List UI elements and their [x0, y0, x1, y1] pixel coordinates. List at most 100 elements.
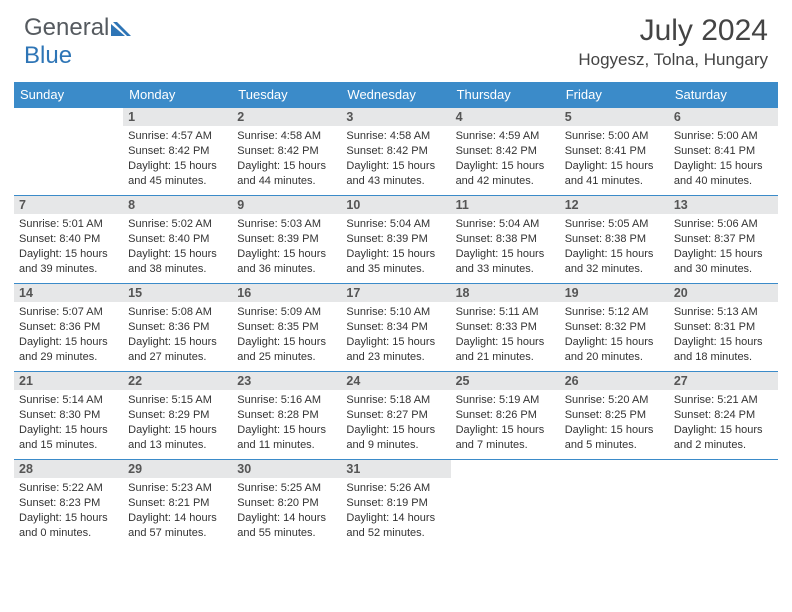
day-body: Sunrise: 5:10 AMSunset: 8:34 PMDaylight:…: [341, 302, 450, 369]
sunset-text: Sunset: 8:41 PM: [565, 144, 664, 159]
day-body: Sunrise: 5:04 AMSunset: 8:39 PMDaylight:…: [341, 214, 450, 281]
day-body: Sunrise: 5:16 AMSunset: 8:28 PMDaylight:…: [232, 390, 341, 457]
calendar-cell: [451, 460, 560, 548]
month-title: July 2024: [578, 14, 768, 48]
daylight-text: Daylight: 15 hours and 44 minutes.: [237, 159, 336, 189]
calendar-table: Sunday Monday Tuesday Wednesday Thursday…: [14, 82, 778, 548]
sunrise-text: Sunrise: 5:21 AM: [674, 393, 773, 408]
day-number: 7: [14, 196, 123, 214]
calendar-cell: 2Sunrise: 4:58 AMSunset: 8:42 PMDaylight…: [232, 108, 341, 196]
day-number: 5: [560, 108, 669, 126]
daylight-text: Daylight: 14 hours and 52 minutes.: [346, 511, 445, 541]
daylight-text: Daylight: 15 hours and 33 minutes.: [456, 247, 555, 277]
sunset-text: Sunset: 8:41 PM: [674, 144, 773, 159]
day-body: Sunrise: 5:19 AMSunset: 8:26 PMDaylight:…: [451, 390, 560, 457]
sunset-text: Sunset: 8:19 PM: [346, 496, 445, 511]
calendar-cell: 19Sunrise: 5:12 AMSunset: 8:32 PMDayligh…: [560, 284, 669, 372]
day-number: 17: [341, 284, 450, 302]
day-body: Sunrise: 5:23 AMSunset: 8:21 PMDaylight:…: [123, 478, 232, 545]
day-body: Sunrise: 5:00 AMSunset: 8:41 PMDaylight:…: [560, 126, 669, 193]
day-number: 26: [560, 372, 669, 390]
sunset-text: Sunset: 8:38 PM: [565, 232, 664, 247]
day-number: 13: [669, 196, 778, 214]
day-body: Sunrise: 5:07 AMSunset: 8:36 PMDaylight:…: [14, 302, 123, 369]
daylight-text: Daylight: 14 hours and 55 minutes.: [237, 511, 336, 541]
daylight-text: Daylight: 15 hours and 43 minutes.: [346, 159, 445, 189]
calendar-cell: 18Sunrise: 5:11 AMSunset: 8:33 PMDayligh…: [451, 284, 560, 372]
sunrise-text: Sunrise: 4:58 AM: [237, 129, 336, 144]
sunset-text: Sunset: 8:38 PM: [456, 232, 555, 247]
sunset-text: Sunset: 8:29 PM: [128, 408, 227, 423]
sunrise-text: Sunrise: 5:09 AM: [237, 305, 336, 320]
sunrise-text: Sunrise: 5:08 AM: [128, 305, 227, 320]
calendar-cell: 11Sunrise: 5:04 AMSunset: 8:38 PMDayligh…: [451, 196, 560, 284]
daylight-text: Daylight: 15 hours and 38 minutes.: [128, 247, 227, 277]
day-number: 6: [669, 108, 778, 126]
day-number: 20: [669, 284, 778, 302]
logo-text-blue: Blue: [24, 42, 72, 69]
calendar-cell: 31Sunrise: 5:26 AMSunset: 8:19 PMDayligh…: [341, 460, 450, 548]
calendar-cell: 22Sunrise: 5:15 AMSunset: 8:29 PMDayligh…: [123, 372, 232, 460]
weekday-header: Friday: [560, 82, 669, 108]
day-body: Sunrise: 5:06 AMSunset: 8:37 PMDaylight:…: [669, 214, 778, 281]
day-body: [14, 112, 123, 120]
daylight-text: Daylight: 15 hours and 27 minutes.: [128, 335, 227, 365]
sunrise-text: Sunrise: 5:13 AM: [674, 305, 773, 320]
sunset-text: Sunset: 8:34 PM: [346, 320, 445, 335]
day-body: Sunrise: 5:08 AMSunset: 8:36 PMDaylight:…: [123, 302, 232, 369]
sunset-text: Sunset: 8:26 PM: [456, 408, 555, 423]
day-number: 15: [123, 284, 232, 302]
calendar-cell: 28Sunrise: 5:22 AMSunset: 8:23 PMDayligh…: [14, 460, 123, 548]
sunset-text: Sunset: 8:27 PM: [346, 408, 445, 423]
day-body: Sunrise: 5:00 AMSunset: 8:41 PMDaylight:…: [669, 126, 778, 193]
day-body: Sunrise: 5:21 AMSunset: 8:24 PMDaylight:…: [669, 390, 778, 457]
calendar-cell: 5Sunrise: 5:00 AMSunset: 8:41 PMDaylight…: [560, 108, 669, 196]
day-body: Sunrise: 4:58 AMSunset: 8:42 PMDaylight:…: [341, 126, 450, 193]
daylight-text: Daylight: 15 hours and 20 minutes.: [565, 335, 664, 365]
daylight-text: Daylight: 15 hours and 21 minutes.: [456, 335, 555, 365]
sunrise-text: Sunrise: 5:16 AM: [237, 393, 336, 408]
sunrise-text: Sunrise: 5:10 AM: [346, 305, 445, 320]
day-body: Sunrise: 5:25 AMSunset: 8:20 PMDaylight:…: [232, 478, 341, 545]
calendar-cell: 21Sunrise: 5:14 AMSunset: 8:30 PMDayligh…: [14, 372, 123, 460]
calendar-cell: 30Sunrise: 5:25 AMSunset: 8:20 PMDayligh…: [232, 460, 341, 548]
day-number: 28: [14, 460, 123, 478]
logo: General: [24, 14, 133, 42]
calendar-row: 1Sunrise: 4:57 AMSunset: 8:42 PMDaylight…: [14, 108, 778, 196]
sunrise-text: Sunrise: 5:00 AM: [565, 129, 664, 144]
sunrise-text: Sunrise: 5:26 AM: [346, 481, 445, 496]
daylight-text: Daylight: 15 hours and 11 minutes.: [237, 423, 336, 453]
daylight-text: Daylight: 15 hours and 9 minutes.: [346, 423, 445, 453]
day-number: 11: [451, 196, 560, 214]
day-body: Sunrise: 5:03 AMSunset: 8:39 PMDaylight:…: [232, 214, 341, 281]
day-body: Sunrise: 4:59 AMSunset: 8:42 PMDaylight:…: [451, 126, 560, 193]
day-body: [451, 464, 560, 472]
sunset-text: Sunset: 8:25 PM: [565, 408, 664, 423]
daylight-text: Daylight: 15 hours and 42 minutes.: [456, 159, 555, 189]
day-body: Sunrise: 5:22 AMSunset: 8:23 PMDaylight:…: [14, 478, 123, 545]
daylight-text: Daylight: 15 hours and 36 minutes.: [237, 247, 336, 277]
sunset-text: Sunset: 8:36 PM: [128, 320, 227, 335]
day-number: 22: [123, 372, 232, 390]
sunset-text: Sunset: 8:30 PM: [19, 408, 118, 423]
sunrise-text: Sunrise: 5:11 AM: [456, 305, 555, 320]
sunset-text: Sunset: 8:20 PM: [237, 496, 336, 511]
sunrise-text: Sunrise: 5:15 AM: [128, 393, 227, 408]
day-body: Sunrise: 5:02 AMSunset: 8:40 PMDaylight:…: [123, 214, 232, 281]
sunrise-text: Sunrise: 5:22 AM: [19, 481, 118, 496]
day-body: Sunrise: 5:05 AMSunset: 8:38 PMDaylight:…: [560, 214, 669, 281]
sunrise-text: Sunrise: 4:57 AM: [128, 129, 227, 144]
day-body: Sunrise: 5:11 AMSunset: 8:33 PMDaylight:…: [451, 302, 560, 369]
calendar-cell: 16Sunrise: 5:09 AMSunset: 8:35 PMDayligh…: [232, 284, 341, 372]
calendar-cell: 17Sunrise: 5:10 AMSunset: 8:34 PMDayligh…: [341, 284, 450, 372]
weekday-header: Saturday: [669, 82, 778, 108]
calendar-cell: 7Sunrise: 5:01 AMSunset: 8:40 PMDaylight…: [14, 196, 123, 284]
day-body: Sunrise: 5:18 AMSunset: 8:27 PMDaylight:…: [341, 390, 450, 457]
logo-text-general: General: [24, 14, 109, 42]
sunrise-text: Sunrise: 5:05 AM: [565, 217, 664, 232]
calendar-cell: 4Sunrise: 4:59 AMSunset: 8:42 PMDaylight…: [451, 108, 560, 196]
sunrise-text: Sunrise: 5:01 AM: [19, 217, 118, 232]
daylight-text: Daylight: 15 hours and 39 minutes.: [19, 247, 118, 277]
sunset-text: Sunset: 8:39 PM: [237, 232, 336, 247]
daylight-text: Daylight: 15 hours and 30 minutes.: [674, 247, 773, 277]
